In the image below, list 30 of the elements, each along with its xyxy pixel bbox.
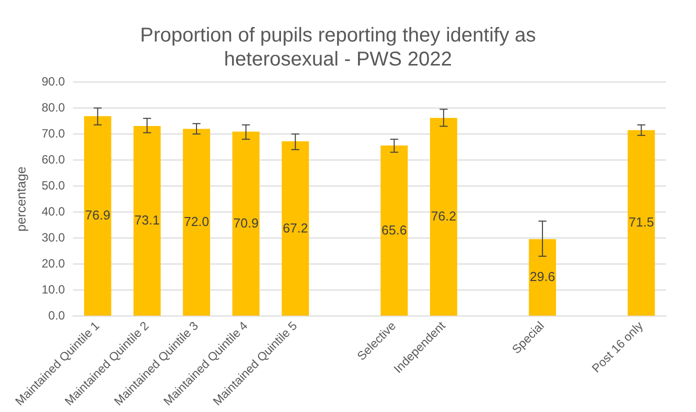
- y-tick-label: 70.0: [42, 126, 66, 140]
- bar: [628, 130, 655, 316]
- y-tick-label: 20.0: [42, 256, 66, 270]
- y-tick-label: 50.0: [42, 178, 66, 192]
- data-label: 73.1: [134, 212, 160, 228]
- data-label: 76.9: [85, 208, 110, 223]
- y-tick-label: 10.0: [42, 282, 66, 296]
- data-label: 29.6: [530, 269, 556, 284]
- bar: [182, 128, 210, 316]
- y-tick-label: 40.0: [42, 204, 66, 218]
- bar: [282, 141, 309, 316]
- y-tick-label: 60.0: [42, 152, 66, 166]
- data-label: 65.6: [382, 222, 407, 238]
- chart-title: Proportion of pupils reporting they identify as heterosexual - PWS 2022: [140, 24, 536, 71]
- data-label: 76.2: [430, 208, 456, 224]
- bar: [84, 116, 112, 316]
- y-tick-label: 90.0: [42, 74, 66, 88]
- bar: [232, 132, 260, 316]
- data-label: 70.9: [233, 215, 259, 230]
- y-tick-label: 80.0: [42, 100, 66, 114]
- data-label: 72.0: [184, 214, 210, 230]
- data-label: 71.5: [628, 214, 654, 230]
- bar: [380, 145, 408, 316]
- data-label: 67.2: [282, 220, 308, 236]
- bar: [133, 126, 161, 316]
- y-axis-title: percentage: [13, 166, 28, 232]
- y-tick-label: 30.0: [42, 230, 66, 244]
- bar: [528, 239, 556, 316]
- y-tick-label: 0.0: [48, 308, 66, 322]
- bar: [430, 118, 458, 316]
